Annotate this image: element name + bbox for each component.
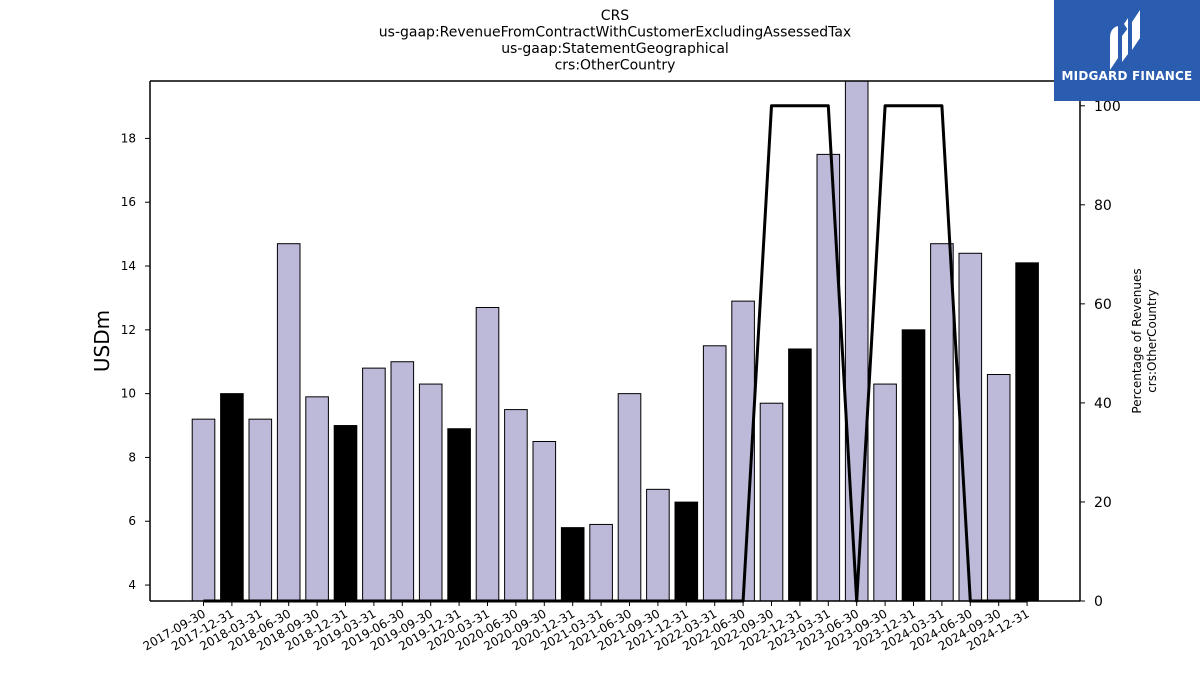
bars [191, 80, 1039, 602]
left-tick-label: 8 [128, 450, 136, 464]
bar-2017-12-31 [220, 393, 244, 602]
bar-2020-06-30 [504, 409, 528, 602]
right-axis-ticks: 0 20 40 60 80 100 [1080, 99, 1121, 610]
right-tick-label: 100 [1094, 99, 1121, 115]
title-line: crs:OtherCountry [555, 58, 676, 74]
bar-2023-09-30 [873, 383, 897, 602]
y-axis-label: USDm [90, 310, 114, 372]
right-tick-label: 80 [1094, 198, 1112, 214]
logo-text: MIDGARD FINANCE [1061, 69, 1193, 83]
left-tick-label: 10 [121, 387, 136, 401]
bar-2022-03-31 [702, 345, 727, 602]
bar-2020-12-31 [560, 527, 585, 602]
title-line: CRS [601, 8, 630, 24]
axes [149, 80, 1081, 602]
right-tick-label: 60 [1094, 297, 1112, 313]
bar-2021-12-31 [674, 501, 699, 602]
bar-2023-06-30 [844, 80, 869, 602]
bar-2022-12-31 [788, 348, 812, 602]
bar-2024-12-31 [1015, 262, 1039, 602]
bar-2024-06-30 [958, 252, 983, 602]
y2-axis-label: Percentage of Revenues crs:OtherCountry [1130, 268, 1159, 413]
bar-2018-03-31 [248, 418, 273, 602]
right-tick-label: 20 [1094, 495, 1112, 511]
y2-axis-label-line: crs:OtherCountry [1145, 289, 1159, 393]
left-tick-label: 6 [128, 514, 136, 528]
bar-2021-09-30 [646, 488, 670, 602]
left-tick-label: 12 [121, 323, 136, 337]
left-tick-label: 4 [128, 578, 136, 592]
bar-2022-09-30 [759, 402, 784, 602]
bar-2024-09-30 [986, 373, 1011, 602]
brand-logo: MIDGARD FINANCE [1054, 0, 1200, 101]
x-axis-ticks: 2017-09-302017-12-312018-03-312018-06-30… [141, 601, 1032, 653]
bar-2019-09-30 [418, 383, 443, 602]
bar-2018-06-30 [276, 243, 301, 602]
title-line: us-gaap:StatementGeographical [501, 41, 729, 57]
bar-2018-12-31 [333, 425, 358, 602]
bar-2017-09-30 [191, 418, 216, 602]
bar-2020-09-30 [532, 440, 557, 602]
left-tick-label: 18 [121, 131, 136, 145]
right-tick-label: 0 [1094, 594, 1103, 610]
left-tick-label: 14 [121, 259, 136, 273]
bar-2018-09-30 [305, 396, 329, 602]
logo-mark-icon [1110, 10, 1140, 70]
bar-2024-03-31 [930, 243, 954, 602]
bar-2019-03-31 [362, 367, 386, 602]
y2-axis-label-line: Percentage of Revenues [1130, 268, 1144, 413]
bar-2021-06-30 [617, 393, 642, 602]
title-line: us-gaap:RevenueFromContractWithCustomerE… [379, 25, 851, 41]
bar-2021-03-31 [589, 523, 613, 602]
bar-2020-03-31 [475, 307, 500, 602]
left-tick-label: 16 [121, 195, 136, 209]
chart-title: CRSus-gaap:RevenueFromContractWithCustom… [379, 8, 851, 74]
right-tick-label: 40 [1094, 396, 1112, 412]
bar-2019-06-30 [390, 361, 415, 602]
left-axis-ticks: 4 6 8 10 12 14 16 18 [121, 131, 150, 592]
bar-2019-12-31 [447, 428, 471, 602]
bar-2023-12-31 [901, 329, 926, 602]
